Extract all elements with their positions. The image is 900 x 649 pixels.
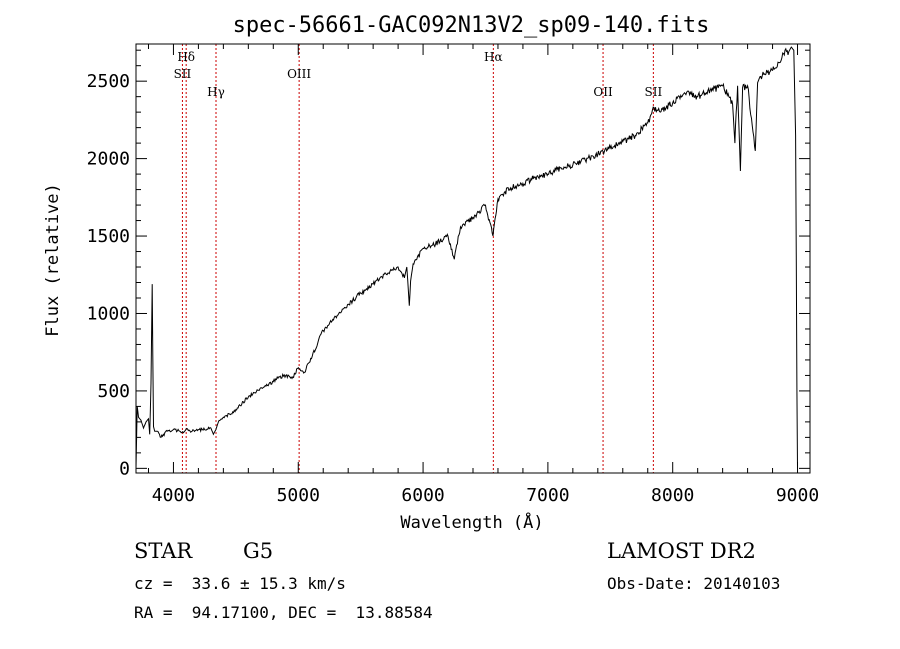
spectral-line-label: Hδ (177, 50, 195, 64)
survey-name: LAMOST DR2 (607, 539, 756, 563)
y-axis-label: Flux (relative) (43, 183, 63, 337)
redshift-value: cz = 33.6 ± 15.3 km/s (134, 574, 346, 593)
y-tick-label: 1000 (87, 303, 130, 324)
x-tick-label: 7000 (526, 485, 569, 506)
series-layer (136, 46, 798, 469)
y-tick-label: 0 (119, 458, 130, 479)
axes: 4000 5000 6000 7000 8000 9000 0 500 1000 1500 2000… (87, 43, 819, 506)
y-tick-label: 1500 (87, 226, 130, 247)
spectral-line-label: SII (645, 85, 663, 99)
chart-title: spec-56661-GAC092N13V2_sp09-140.fits (233, 13, 710, 38)
spectral-line-label: Hγ (207, 85, 225, 99)
spectrum-line (136, 46, 798, 469)
spectral-line-label: OII (593, 85, 613, 99)
spectral-line-label: SII (174, 67, 192, 81)
x-tick-label: 8000 (651, 485, 694, 506)
x-tick-label: 6000 (401, 485, 444, 506)
y-tick-label: 500 (97, 381, 130, 402)
spectral-line-label: Hα (484, 50, 503, 64)
x-tick-label: 9000 (776, 485, 819, 506)
coordinates: RA = 94.17100, DEC = 13.88584 (134, 603, 433, 622)
object-class: STAR (134, 539, 193, 563)
spectral-line-markers: Hδ SII Hγ OIII Hα OII SII (174, 44, 663, 473)
object-subclass: G5 (243, 539, 274, 563)
obs-date: Obs-Date: 20140103 (607, 574, 781, 593)
x-axis-label: Wavelength (Å) (400, 511, 543, 533)
x-tick-label: 5000 (277, 485, 320, 506)
spectral-line-label: OIII (287, 67, 311, 81)
y-tick-label: 2000 (87, 149, 130, 170)
x-tick-label: 4000 (152, 485, 195, 506)
y-tick-label: 2500 (87, 71, 130, 92)
